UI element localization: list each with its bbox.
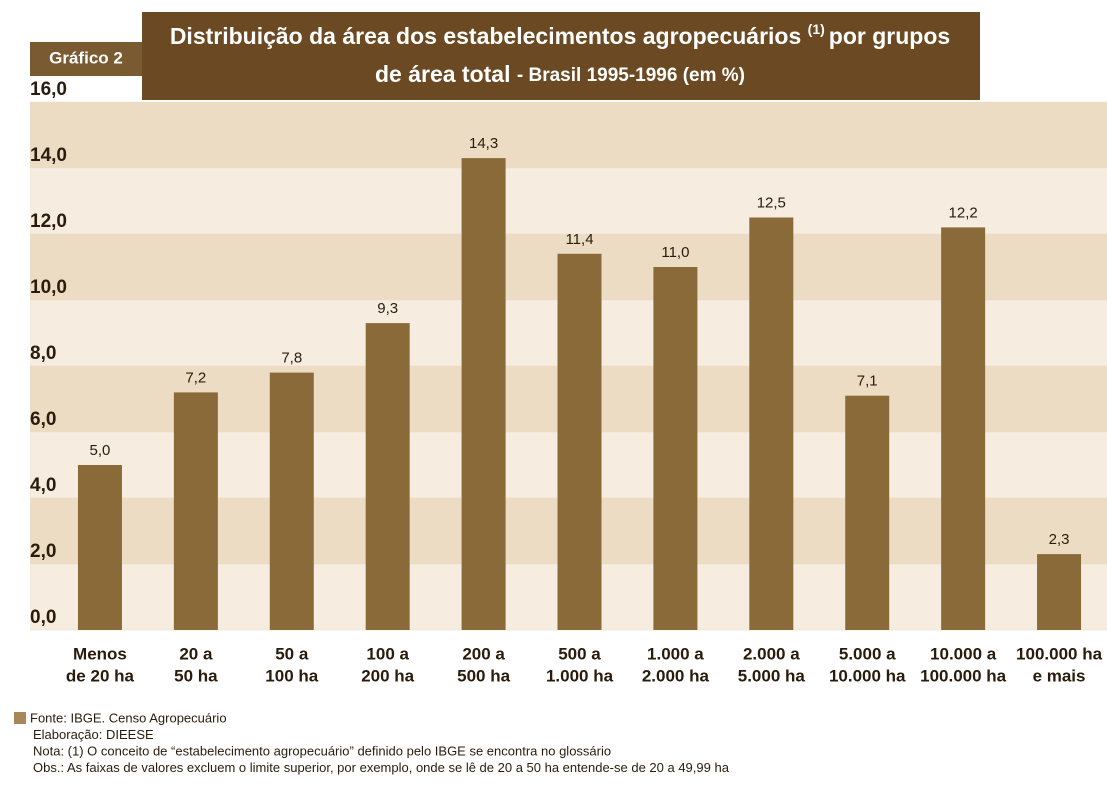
x-tick-label: 200 ha <box>361 666 414 685</box>
bar <box>845 395 890 630</box>
title-sup: (1) <box>808 21 825 37</box>
title-part: por grupos <box>829 23 950 49</box>
x-tick-label: 500 ha <box>457 666 510 685</box>
x-tick-label: 50 ha <box>174 666 218 685</box>
y-tick-label: 0,0 <box>30 607 56 628</box>
note-icon <box>14 712 26 724</box>
chart-label: Gráfico 2 <box>49 48 123 67</box>
label-box <box>30 42 142 76</box>
x-tick-label: 1.000 ha <box>546 666 614 685</box>
footnote: Fonte: IBGE. Censo Agropecuário <box>30 710 227 725</box>
x-tick-label: 500 a <box>558 644 601 663</box>
bar <box>941 227 986 630</box>
bar <box>269 372 314 630</box>
plot: 0,0 2,0 4,0 6,0 8,0 10,0 12,0 14,0 16,0 5,0 Menos d… <box>30 79 1107 685</box>
y-tick-label: 2,0 <box>30 541 56 562</box>
x-tick-label: 100.000 ha <box>1016 644 1103 663</box>
chart-title: de área total - Brasil 1995-1996 (em %) <box>375 61 745 87</box>
x-tick-label: 100 ha <box>265 666 318 685</box>
title-box <box>142 12 980 100</box>
y-tick-label: 6,0 <box>30 409 56 430</box>
x-tick-label: e mais <box>1033 666 1086 685</box>
bar <box>557 253 602 631</box>
x-tick-label: Menos <box>73 644 127 663</box>
value-label: 11,4 <box>565 231 593 248</box>
x-tick-label: 100 a <box>366 644 409 663</box>
footnote: Elaboração: DIEESE <box>33 727 154 742</box>
x-tick-label: 2.000 ha <box>642 666 710 685</box>
value-label: 2,3 <box>1049 531 1070 548</box>
y-tick-label: 4,0 <box>30 475 56 496</box>
bar <box>365 323 410 630</box>
title-part: Distribuição da área dos estabelecimento… <box>170 23 801 49</box>
value-label: 9,3 <box>377 300 398 317</box>
x-tick-label: 10.000 ha <box>829 666 906 685</box>
y-tick-label: 14,0 <box>30 145 67 166</box>
x-tick-label: 5.000 a <box>839 644 896 663</box>
bar <box>749 217 794 630</box>
y-tick-label: 16,0 <box>30 79 67 100</box>
title-part: - Brasil 1995-1996 (em %) <box>517 65 745 86</box>
chart-title: Distribuição da área dos estabelecimento… <box>170 21 950 49</box>
bar <box>173 392 218 630</box>
bar <box>653 267 698 630</box>
grid-band <box>30 168 1107 234</box>
x-tick-label: 10.000 a <box>930 644 997 663</box>
x-tick-label: 2.000 a <box>743 644 800 663</box>
y-tick-label: 10,0 <box>30 277 67 298</box>
x-tick-label: 50 a <box>275 644 309 663</box>
value-label: 7,1 <box>857 373 878 390</box>
x-tick-label: 5.000 ha <box>738 666 806 685</box>
bar <box>77 465 122 630</box>
value-label: 11,0 <box>661 244 689 261</box>
y-tick-label: 12,0 <box>30 211 67 232</box>
footnote: Nota: (1) O conceito de “estabelecimento… <box>33 743 611 758</box>
grid-band <box>30 102 1107 168</box>
x-tick-label: de 20 ha <box>66 666 135 685</box>
x-tick-label: 20 a <box>179 644 213 663</box>
footnote: Obs.: As faixas de valores excluem o lim… <box>33 760 730 775</box>
y-tick-label: 8,0 <box>30 343 56 364</box>
value-label: 7,8 <box>281 350 302 367</box>
x-tick-label: 1.000 a <box>647 644 704 663</box>
value-label: 14,3 <box>469 135 498 152</box>
value-label: 5,0 <box>90 442 111 459</box>
bar <box>461 158 506 630</box>
value-label: 7,2 <box>185 369 206 386</box>
x-tick-label: 200 a <box>462 644 505 663</box>
bar <box>1037 554 1082 630</box>
x-tick-label: 100.000 ha <box>920 666 1007 685</box>
title-part: de área total <box>375 61 511 87</box>
value-label: 12,2 <box>949 204 978 221</box>
value-label: 12,5 <box>757 194 786 211</box>
